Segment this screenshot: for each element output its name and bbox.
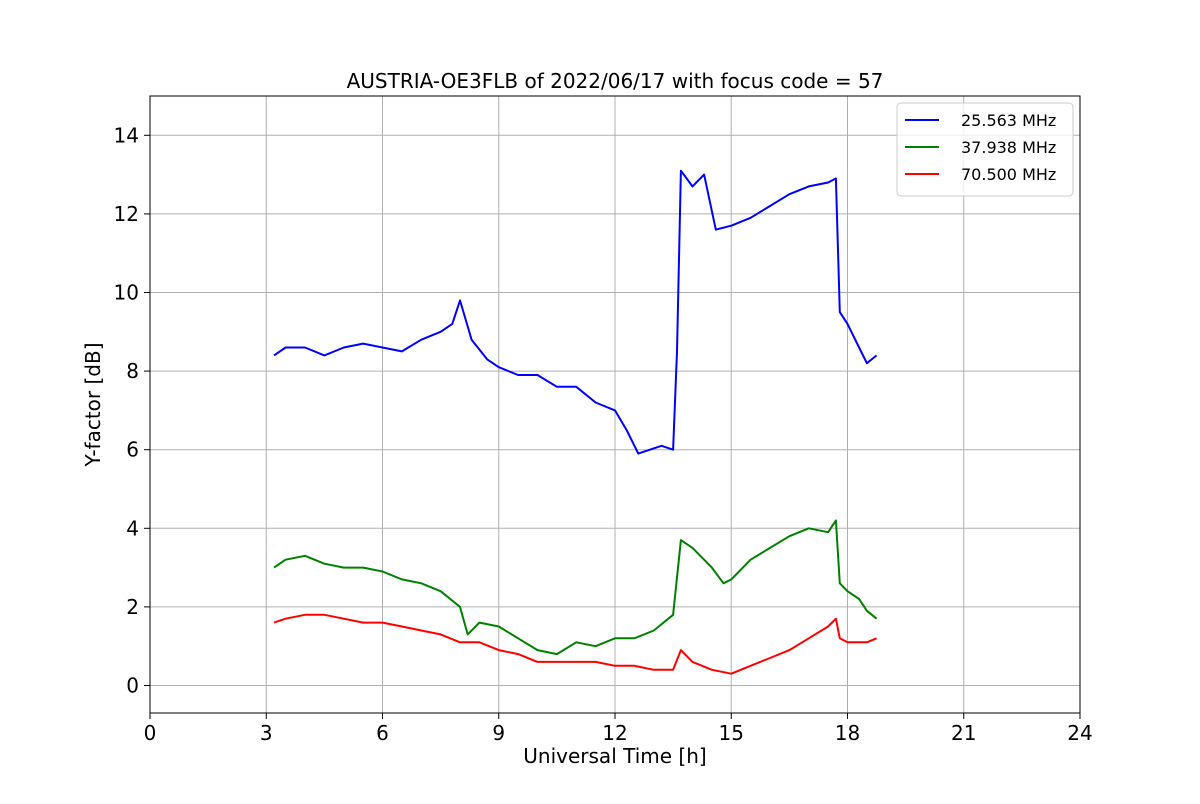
y-tick-label: 6 xyxy=(126,438,139,462)
x-tick-label: 21 xyxy=(951,721,976,745)
y-tick-label: 10 xyxy=(114,280,139,304)
x-axis-title: Universal Time [h] xyxy=(523,744,706,768)
series-line-1 xyxy=(273,169,878,455)
x-axis: 0 3 6 9 12 15 18 21 24 xyxy=(144,713,1093,745)
x-tick-label: 9 xyxy=(492,721,505,745)
x-tick-label: 15 xyxy=(719,721,744,745)
legend-box xyxy=(896,102,1074,197)
x-tick-label: 6 xyxy=(376,721,389,745)
x-tick-label: 3 xyxy=(260,721,273,745)
x-tick-label: 0 xyxy=(144,721,157,745)
y-tick-label: 0 xyxy=(126,673,139,697)
y-tick-label: 14 xyxy=(114,123,139,147)
y-axis-title: Y-factor [dB] xyxy=(81,342,105,467)
y-tick-label: 4 xyxy=(126,516,139,540)
y-tick-label: 8 xyxy=(126,359,139,383)
y-tick-label: 2 xyxy=(126,595,139,619)
series-layer xyxy=(273,169,878,675)
x-tick-label: 12 xyxy=(602,721,627,745)
y-axis: 0 2 4 6 8 10 12 14 xyxy=(114,123,150,697)
series-line-3 xyxy=(273,613,877,675)
x-tick-label: 24 xyxy=(1067,721,1092,745)
legend: 25.563 MHz 37.938 MHz 70.500 MHz xyxy=(896,102,1074,197)
series-line-2 xyxy=(273,519,878,656)
legend-label: 25.563 MHz xyxy=(961,111,1056,130)
legend-label: 37.938 MHz xyxy=(961,138,1056,157)
x-tick-label: 18 xyxy=(835,721,860,745)
chart-title: AUSTRIA-OE3FLB of 2022/06/17 with focus … xyxy=(347,69,884,93)
y-tick-label: 12 xyxy=(114,202,139,226)
legend-label: 70.500 MHz xyxy=(961,165,1056,184)
